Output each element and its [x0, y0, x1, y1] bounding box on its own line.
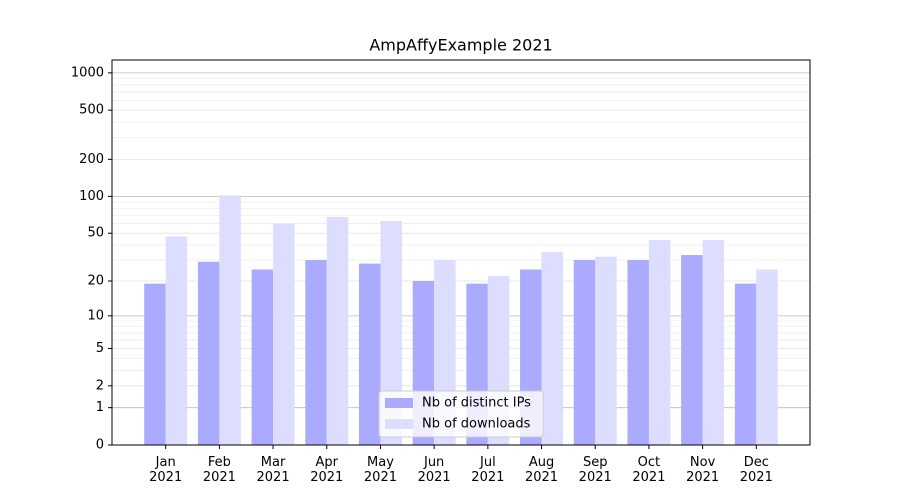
bar: [541, 251, 564, 445]
legend-swatch: [385, 419, 413, 429]
bar: [358, 263, 381, 445]
bar: [219, 195, 241, 445]
y-tick-label: 0: [96, 438, 104, 453]
x-tick-label: Feb 2021: [203, 455, 236, 485]
legend-swatch: [385, 398, 413, 408]
x-tick-label: Aug 2021: [525, 455, 558, 485]
y-tick-label: 100: [79, 189, 104, 204]
chart-title: AmpAffyExample 2021: [369, 36, 552, 55]
y-tick-label: 20: [87, 274, 104, 289]
plot-frame: [111, 59, 811, 446]
x-tick-label: Dec 2021: [740, 455, 773, 485]
y-tick-label: 50: [87, 226, 104, 241]
bar: [305, 260, 327, 445]
bar: [144, 283, 166, 445]
x-tick-label: Mar 2021: [257, 455, 290, 485]
bar: [380, 220, 402, 445]
bar: [756, 269, 778, 445]
bar: [273, 223, 295, 445]
bar: [702, 239, 725, 445]
y-tick-label: 10: [87, 308, 104, 323]
x-tick-label: Jan 2021: [149, 455, 182, 485]
bar: [197, 261, 220, 445]
y-tick-label: 500: [79, 103, 104, 118]
x-tick-label: Jun 2021: [418, 455, 451, 485]
bar: [648, 239, 671, 445]
bar: [573, 260, 596, 445]
bar: [326, 216, 349, 445]
y-tick-label: 1: [96, 400, 104, 415]
x-tick-label: Jul 2021: [471, 455, 504, 485]
y-tick-label: 200: [79, 152, 104, 167]
bar: [627, 260, 649, 445]
legend-label: Nb of downloads: [422, 417, 531, 432]
x-tick-label: Sep 2021: [579, 455, 612, 485]
y-tick-label: 5: [96, 341, 104, 356]
bar: [165, 236, 188, 445]
x-tick-label: Nov 2021: [686, 455, 719, 485]
x-tick-label: Oct 2021: [632, 455, 665, 485]
bar: [595, 256, 617, 445]
bar: [251, 269, 274, 445]
x-tick-label: Apr 2021: [310, 455, 343, 485]
y-tick-label: 2: [96, 378, 104, 393]
y-tick-label: 1000: [71, 65, 104, 80]
bar: [734, 283, 757, 445]
x-tick-label: May 2021: [364, 455, 397, 485]
legend-label: Nb of distinct IPs: [422, 396, 531, 411]
bar: [681, 255, 703, 445]
legend-box: [378, 390, 544, 438]
